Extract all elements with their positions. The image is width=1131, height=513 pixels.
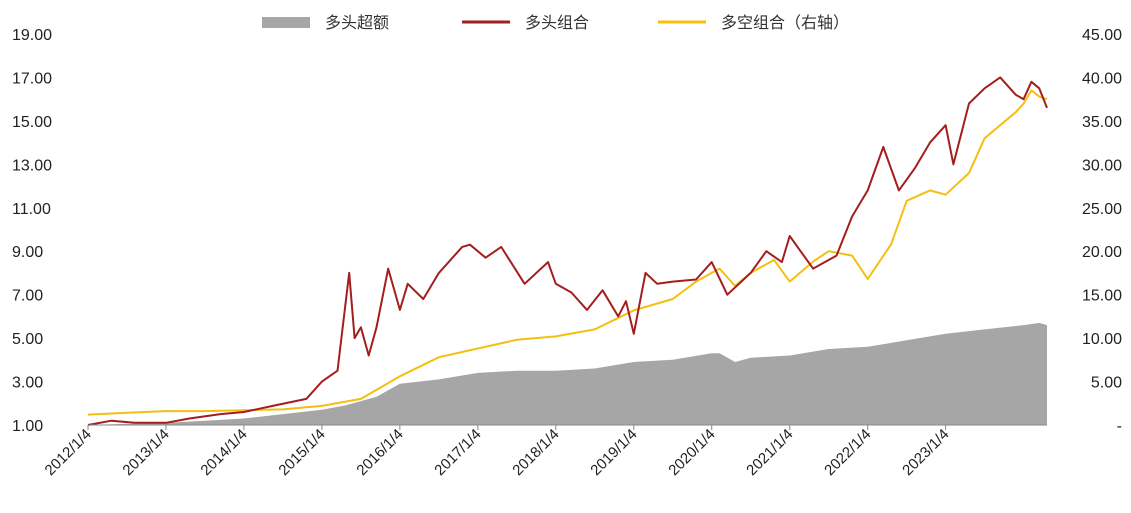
series-area-long-excess — [88, 322, 1047, 425]
legend-swatch-long-excess — [262, 17, 310, 28]
right-axis: - 5.00 10.00 15.00 20.00 25.00 30.00 35.00 40.00… — [1082, 27, 1122, 435]
series-line-long-short-portfolio — [87, 89, 1048, 416]
x-axis-tick-label: 2014/1/4 — [197, 426, 250, 479]
left-axis-tick-label: 15.00 — [12, 114, 52, 131]
left-axis-tick-label: 5.00 — [12, 331, 43, 348]
x-axis-tick-label: 2015/1/4 — [275, 426, 328, 479]
x-axis-tick-label: 2012/1/4 — [42, 426, 95, 479]
x-axis-tick-label: 2021/1/4 — [743, 426, 796, 479]
x-axis-tick-label: 2019/1/4 — [587, 426, 640, 479]
right-axis-tick-label: 25.00 — [1082, 201, 1122, 218]
right-axis-tick-label: 35.00 — [1082, 114, 1122, 131]
left-axis-tick-label: 17.00 — [12, 70, 52, 87]
x-axis-tick-label: 2016/1/4 — [353, 426, 406, 479]
legend-label-long-portfolio: 多头组合 — [525, 13, 589, 32]
right-axis-tick-label: 30.00 — [1082, 157, 1122, 174]
legend-label-long-excess: 多头超额 — [325, 13, 389, 32]
x-axis-tick-label: 2023/1/4 — [899, 426, 952, 479]
left-axis-tick-label: 13.00 — [12, 157, 52, 174]
right-axis-tick-label: - — [1117, 418, 1122, 435]
left-axis-tick-label: 3.00 — [12, 375, 43, 392]
x-axis-tick-label: 2013/1/4 — [119, 426, 172, 479]
legend: 多头超额 多头组合 多空组合（右轴） — [262, 13, 849, 32]
series-line-long-portfolio — [87, 76, 1048, 426]
right-axis-tick-label: 40.00 — [1082, 70, 1122, 87]
right-axis-tick-label: 45.00 — [1082, 27, 1122, 44]
x-axis: 2012/1/4 2013/1/4 2014/1/4 2015/1/4 2016/1/4… — [42, 424, 1047, 479]
legend-label-long-short-portfolio: 多空组合（右轴） — [721, 13, 849, 32]
left-axis-tick-label: 1.00 — [12, 418, 43, 435]
left-axis-tick-label: 11.00 — [12, 201, 51, 218]
left-axis-tick-label: 19.00 — [12, 27, 52, 44]
left-axis-tick-label: 7.00 — [12, 288, 43, 305]
left-axis: 1.00 3.00 5.00 7.00 9.00 11.00 13.00 15.00 17.00… — [12, 27, 52, 435]
x-axis-tick-label: 2017/1/4 — [431, 426, 484, 479]
left-axis-tick-label: 9.00 — [12, 244, 43, 261]
x-axis-tick-label: 2018/1/4 — [509, 426, 562, 479]
plot-area — [87, 76, 1048, 426]
right-axis-tick-label: 10.00 — [1082, 331, 1122, 348]
right-axis-tick-label: 5.00 — [1091, 375, 1122, 392]
right-axis-tick-label: 15.00 — [1082, 288, 1122, 305]
x-axis-tick-label: 2022/1/4 — [821, 426, 874, 479]
right-axis-tick-label: 20.00 — [1082, 244, 1122, 261]
x-axis-tick-label: 2020/1/4 — [665, 426, 718, 479]
